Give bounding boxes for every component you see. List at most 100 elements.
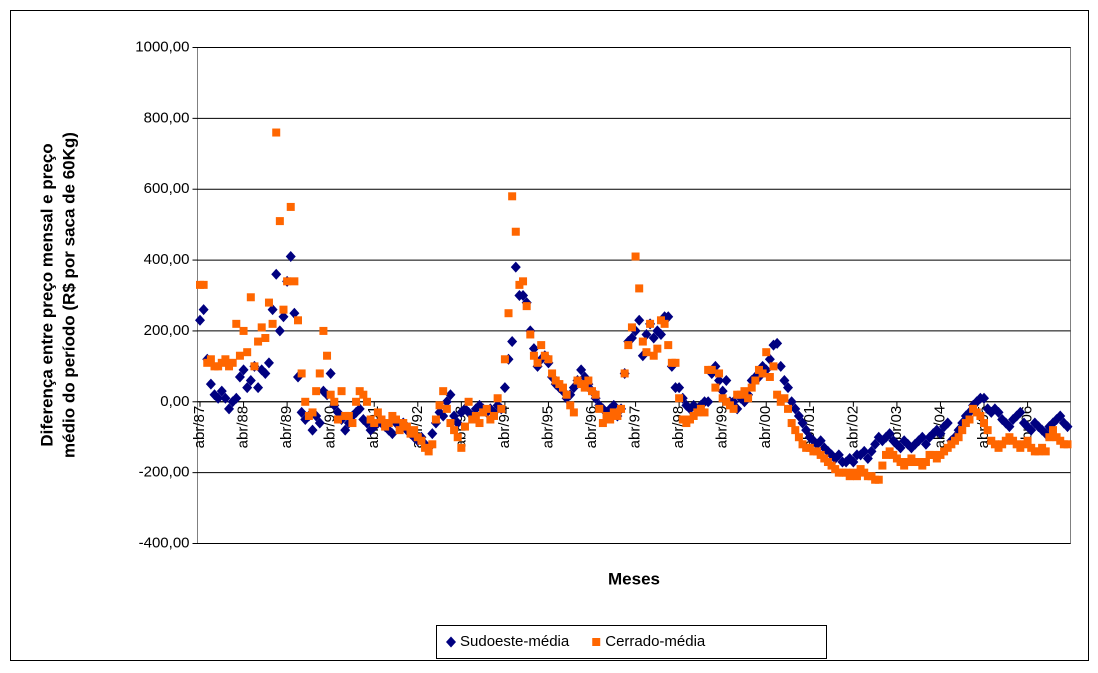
x-tick-label: abr/89 xyxy=(278,406,295,449)
point xyxy=(655,328,666,340)
y-tick-label: 200,00 xyxy=(144,322,190,339)
point xyxy=(228,358,237,367)
point xyxy=(286,202,295,211)
point xyxy=(452,417,463,429)
point xyxy=(431,415,440,424)
point xyxy=(319,326,328,335)
point xyxy=(1004,421,1015,433)
point xyxy=(427,428,438,440)
point xyxy=(765,372,774,381)
x-tick-label: abr/97 xyxy=(627,406,644,449)
point xyxy=(392,415,401,424)
point xyxy=(772,337,783,349)
point xyxy=(526,330,535,339)
point xyxy=(642,348,651,357)
point xyxy=(370,419,379,428)
point xyxy=(242,382,253,394)
point xyxy=(224,403,235,415)
point xyxy=(591,390,600,399)
point xyxy=(257,323,266,332)
point xyxy=(500,355,509,364)
point xyxy=(758,369,767,378)
point xyxy=(783,382,794,394)
point xyxy=(475,419,484,428)
point xyxy=(205,378,216,390)
point xyxy=(786,396,797,408)
point xyxy=(664,341,673,350)
point xyxy=(471,411,480,420)
point xyxy=(606,415,615,424)
point xyxy=(1026,424,1037,436)
point xyxy=(859,445,870,457)
point xyxy=(285,251,296,263)
point xyxy=(377,415,386,424)
point xyxy=(260,367,271,379)
point xyxy=(522,302,531,311)
point xyxy=(747,383,756,392)
point xyxy=(213,392,224,404)
point xyxy=(711,383,720,392)
point xyxy=(874,475,883,484)
point xyxy=(1063,440,1072,449)
point xyxy=(387,428,398,440)
point xyxy=(198,304,209,316)
point xyxy=(671,358,680,367)
point xyxy=(617,404,626,413)
point xyxy=(435,401,444,410)
point xyxy=(441,396,452,408)
point xyxy=(942,417,953,429)
point xyxy=(580,383,589,392)
y-tick-label: 0,00 xyxy=(160,393,189,410)
point xyxy=(566,401,575,410)
point xyxy=(1045,433,1054,442)
point xyxy=(238,364,249,376)
x-axis-title: Meses xyxy=(608,569,660,588)
point xyxy=(326,390,335,399)
point xyxy=(254,337,263,346)
point xyxy=(764,353,775,365)
point xyxy=(315,369,324,378)
point xyxy=(646,319,655,328)
point xyxy=(569,408,578,417)
point xyxy=(499,382,510,394)
point xyxy=(576,364,587,376)
point xyxy=(410,426,419,435)
point xyxy=(870,438,881,450)
point xyxy=(283,277,292,286)
point xyxy=(220,392,231,404)
y-tick-label: 600,00 xyxy=(144,180,190,197)
point xyxy=(595,404,604,413)
point xyxy=(703,396,714,408)
point xyxy=(289,307,300,319)
x-tick-label: abr/00 xyxy=(757,406,774,449)
point xyxy=(787,419,796,428)
point xyxy=(791,426,800,435)
point xyxy=(784,404,793,413)
point xyxy=(884,428,895,440)
point xyxy=(195,314,205,326)
point xyxy=(267,304,278,316)
point xyxy=(493,394,502,403)
point xyxy=(519,277,528,286)
x-tick-label: abr/99 xyxy=(714,406,731,449)
point xyxy=(751,376,760,385)
x-tick-label: abr/88 xyxy=(235,406,252,449)
point xyxy=(253,382,264,394)
x-tick-label: abr/94 xyxy=(496,406,513,449)
point xyxy=(631,252,640,261)
point xyxy=(638,337,647,346)
point xyxy=(261,334,270,343)
legend-label: Cerrado-média xyxy=(605,633,706,650)
point xyxy=(627,323,636,332)
point xyxy=(715,369,724,378)
point xyxy=(446,419,455,428)
y-axis-title: médio do período (R$ por saca de 60Kg) xyxy=(59,132,78,458)
point xyxy=(608,399,619,411)
point xyxy=(663,311,674,323)
point xyxy=(920,438,931,450)
point xyxy=(1062,421,1073,433)
point xyxy=(769,362,778,371)
point xyxy=(533,358,542,367)
point xyxy=(740,387,749,396)
point xyxy=(330,397,339,406)
